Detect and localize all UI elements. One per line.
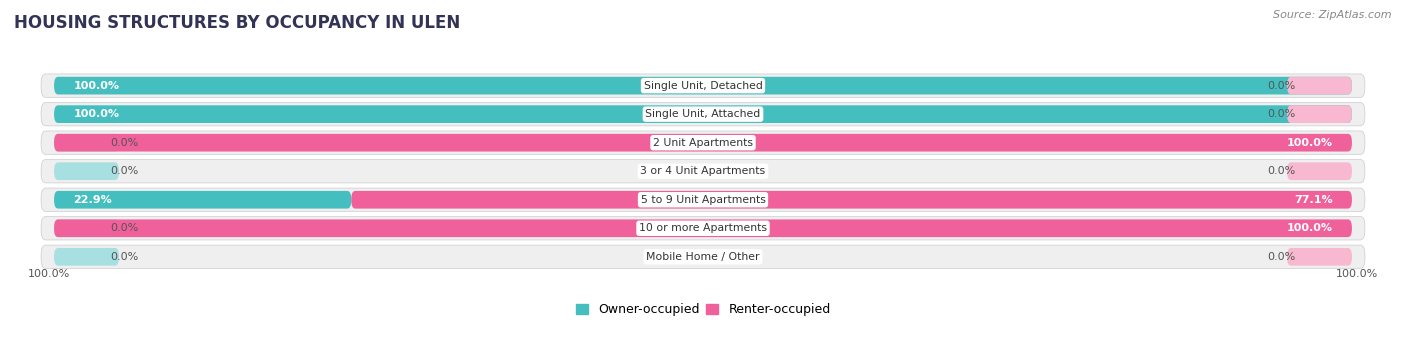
Text: 100.0%: 100.0% — [28, 269, 70, 279]
Text: 0.0%: 0.0% — [1268, 80, 1296, 91]
Text: 3 or 4 Unit Apartments: 3 or 4 Unit Apartments — [641, 166, 765, 176]
FancyBboxPatch shape — [53, 219, 1353, 237]
FancyBboxPatch shape — [1286, 105, 1353, 123]
FancyBboxPatch shape — [41, 160, 1365, 183]
Text: 0.0%: 0.0% — [110, 138, 138, 148]
Text: 100.0%: 100.0% — [1336, 269, 1378, 279]
FancyBboxPatch shape — [352, 191, 1353, 209]
Text: 10 or more Apartments: 10 or more Apartments — [638, 223, 768, 233]
FancyBboxPatch shape — [41, 217, 1365, 240]
Text: 0.0%: 0.0% — [1268, 252, 1296, 262]
Text: 0.0%: 0.0% — [110, 223, 138, 233]
FancyBboxPatch shape — [53, 248, 120, 266]
Text: Single Unit, Attached: Single Unit, Attached — [645, 109, 761, 119]
Text: 0.0%: 0.0% — [1268, 166, 1296, 176]
Text: Mobile Home / Other: Mobile Home / Other — [647, 252, 759, 262]
FancyBboxPatch shape — [41, 102, 1365, 126]
FancyBboxPatch shape — [41, 74, 1365, 97]
FancyBboxPatch shape — [53, 105, 1353, 123]
FancyBboxPatch shape — [53, 162, 120, 180]
Legend: Owner-occupied, Renter-occupied: Owner-occupied, Renter-occupied — [571, 298, 835, 321]
FancyBboxPatch shape — [53, 134, 120, 151]
Text: 100.0%: 100.0% — [73, 80, 120, 91]
FancyBboxPatch shape — [53, 134, 1353, 151]
Text: Source: ZipAtlas.com: Source: ZipAtlas.com — [1274, 10, 1392, 20]
FancyBboxPatch shape — [53, 77, 1353, 94]
Text: 100.0%: 100.0% — [1286, 223, 1333, 233]
Text: 0.0%: 0.0% — [110, 166, 138, 176]
Text: 77.1%: 77.1% — [1294, 195, 1333, 205]
Text: 100.0%: 100.0% — [1286, 138, 1333, 148]
Text: 0.0%: 0.0% — [1268, 109, 1296, 119]
Text: 2 Unit Apartments: 2 Unit Apartments — [652, 138, 754, 148]
FancyBboxPatch shape — [41, 131, 1365, 154]
FancyBboxPatch shape — [53, 191, 352, 209]
FancyBboxPatch shape — [1286, 162, 1353, 180]
Text: 5 to 9 Unit Apartments: 5 to 9 Unit Apartments — [641, 195, 765, 205]
Text: Single Unit, Detached: Single Unit, Detached — [644, 80, 762, 91]
Text: 100.0%: 100.0% — [73, 109, 120, 119]
Text: HOUSING STRUCTURES BY OCCUPANCY IN ULEN: HOUSING STRUCTURES BY OCCUPANCY IN ULEN — [14, 14, 460, 32]
FancyBboxPatch shape — [53, 219, 120, 237]
Text: 22.9%: 22.9% — [73, 195, 112, 205]
Text: 0.0%: 0.0% — [110, 252, 138, 262]
FancyBboxPatch shape — [1286, 77, 1353, 94]
FancyBboxPatch shape — [41, 245, 1365, 268]
FancyBboxPatch shape — [41, 188, 1365, 211]
FancyBboxPatch shape — [1286, 248, 1353, 266]
